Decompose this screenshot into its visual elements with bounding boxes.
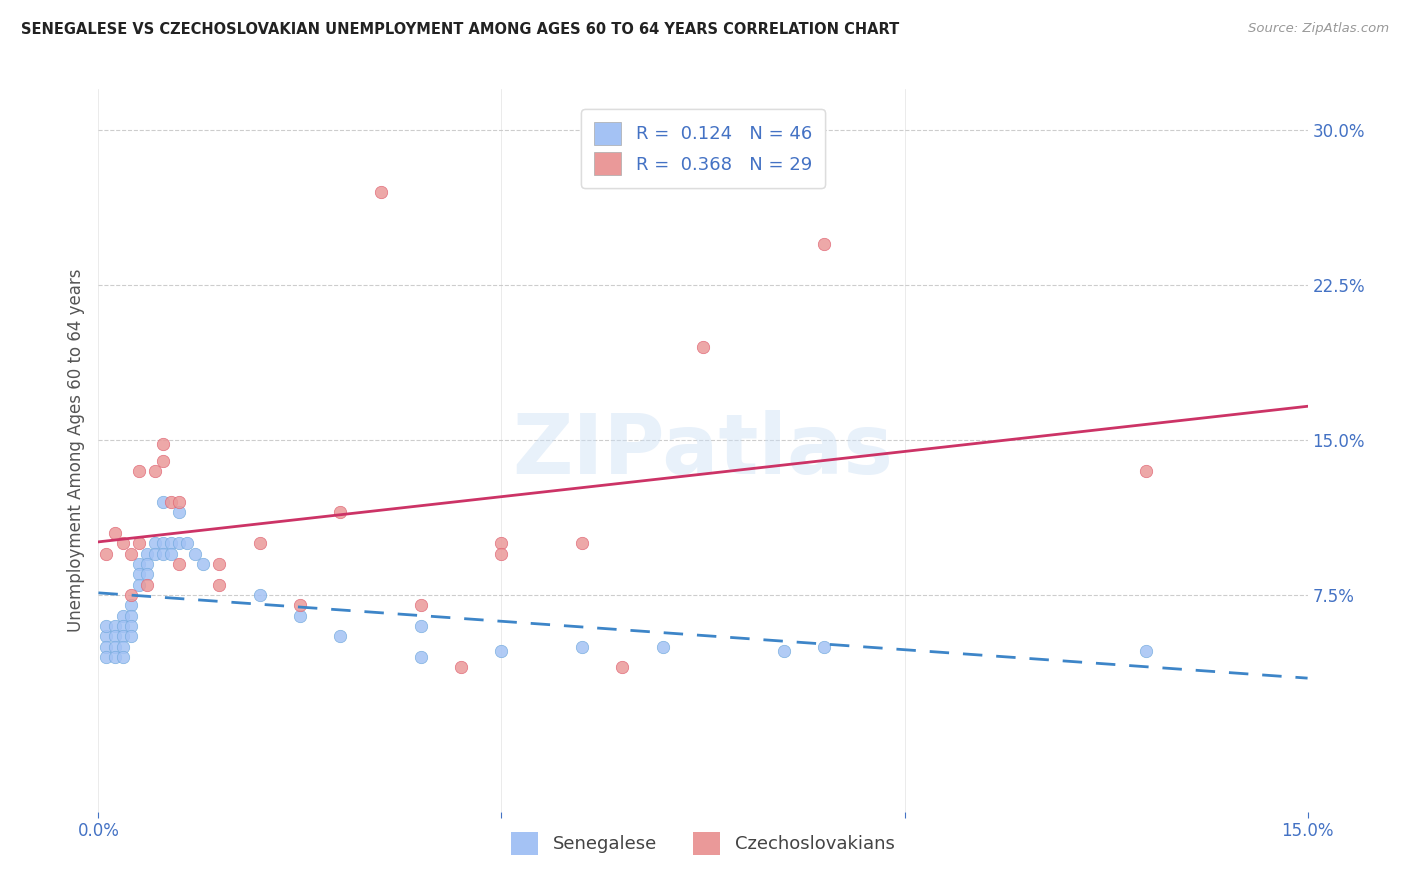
Text: Source: ZipAtlas.com: Source: ZipAtlas.com [1249,22,1389,36]
Point [813,237,835,252]
Point [135,567,157,582]
Point [96,640,118,654]
Point [409,619,432,633]
Point [450,660,472,674]
Point [128,536,150,550]
Point [249,536,271,550]
Point [692,340,714,354]
Point [167,536,190,550]
Point [409,649,432,664]
Y-axis label: Unemployment Among Ages 60 to 64 years: Unemployment Among Ages 60 to 64 years [66,268,84,632]
Point [184,547,207,561]
Point [409,599,432,613]
Point [167,495,190,509]
Point [135,557,157,571]
Point [143,536,166,550]
Point [167,505,190,519]
Point [370,186,392,200]
Point [208,577,231,591]
Point [96,547,118,561]
Point [208,557,231,571]
Point [128,464,150,478]
Point [772,643,794,657]
Point [120,608,142,623]
Legend: Senegalese, Czechoslovakians: Senegalese, Czechoslovakians [496,817,910,870]
Point [491,643,513,657]
Point [152,437,174,451]
Point [288,608,311,623]
Point [160,495,183,509]
Point [111,649,134,664]
Point [103,649,125,664]
Point [96,619,118,633]
Point [329,505,352,519]
Point [193,557,215,571]
Point [813,640,835,654]
Point [111,619,134,633]
Legend: R =  0.124   N = 46, R =  0.368   N = 29: R = 0.124 N = 46, R = 0.368 N = 29 [582,109,824,188]
Point [491,547,513,561]
Point [167,557,190,571]
Point [120,619,142,633]
Point [120,599,142,613]
Point [651,640,673,654]
Point [249,588,271,602]
Point [571,640,593,654]
Point [103,526,125,541]
Point [152,547,174,561]
Point [143,464,166,478]
Point [288,599,311,613]
Point [1135,464,1157,478]
Text: ZIPatlas: ZIPatlas [513,410,893,491]
Point [96,629,118,643]
Point [111,608,134,623]
Point [103,619,125,633]
Point [103,640,125,654]
Point [111,629,134,643]
Point [152,454,174,468]
Point [160,547,183,561]
Point [128,577,150,591]
Text: SENEGALESE VS CZECHOSLOVAKIAN UNEMPLOYMENT AMONG AGES 60 TO 64 YEARS CORRELATION: SENEGALESE VS CZECHOSLOVAKIAN UNEMPLOYME… [21,22,900,37]
Point [143,547,166,561]
Point [135,577,157,591]
Point [128,557,150,571]
Point [128,567,150,582]
Point [571,536,593,550]
Point [491,536,513,550]
Point [135,547,157,561]
Point [1135,643,1157,657]
Point [111,536,134,550]
Point [120,547,142,561]
Point [111,640,134,654]
Point [152,495,174,509]
Point [329,629,352,643]
Point [160,536,183,550]
Point [176,536,198,550]
Point [103,629,125,643]
Point [120,588,142,602]
Point [120,629,142,643]
Point [152,536,174,550]
Point [96,649,118,664]
Point [612,660,634,674]
